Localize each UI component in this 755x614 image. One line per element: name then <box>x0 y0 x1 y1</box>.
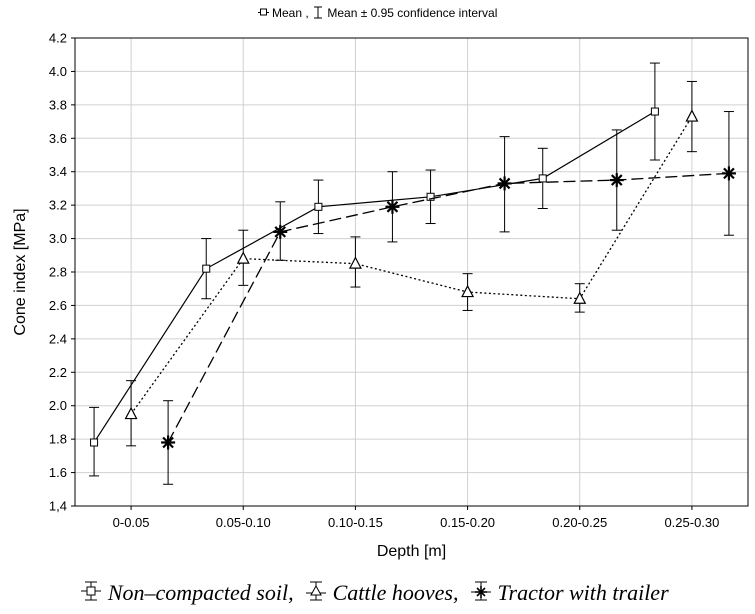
x-tick-label: 0.25-0.30 <box>664 515 719 530</box>
y-tick-label: 1.8 <box>49 432 67 447</box>
data-point-square <box>426 192 435 201</box>
bottom-legend: Non–compacted soil, Cattle hooves, Tract… <box>0 580 755 606</box>
data-point-square <box>314 202 323 211</box>
y-tick-label: 3.0 <box>49 231 67 246</box>
y-tick-label: 3.4 <box>49 164 67 179</box>
data-point-triangle <box>685 109 699 122</box>
series-line-tractor-with-trailer <box>167 172 729 443</box>
x-axis-label: Depth [m] <box>377 543 446 560</box>
x-tick-label: 0.05-0.10 <box>216 515 271 530</box>
y-tick-label: 2.0 <box>49 398 67 413</box>
chart-canvas: 1,4 1.6 1.8 2.0 2.2 2.4 2.6 2.8 3.0 3.2 3.4 3.6 3.8 4… <box>12 31 749 560</box>
asterisk-stroke <box>723 167 735 180</box>
asterisk-stroke <box>386 201 399 213</box>
top-legend-ci-label: Mean ± 0.95 confidence interval <box>327 6 498 20</box>
y-tick-label: 2.4 <box>49 331 67 346</box>
plot-frame <box>74 37 749 507</box>
mean-square-icon <box>257 8 269 16</box>
legend-label-non-compacted-soil: Non–compacted soil, <box>107 580 294 605</box>
data-point-triangle <box>573 291 587 304</box>
data-point-triangle <box>236 251 250 264</box>
legend-item-non-compacted-soil: Non–compacted soil, <box>80 580 299 605</box>
top-legend: Mean , Mean ± 0.95 confidence interval <box>0 6 755 20</box>
y-tick-label: 2.6 <box>49 298 67 313</box>
data-point-asterisk <box>161 435 176 450</box>
data-point-asterisk <box>497 176 512 191</box>
x-tick-label: 0-0.05 <box>113 515 150 530</box>
data-point-square <box>538 174 547 183</box>
y-tick-label: 4.0 <box>49 64 67 79</box>
confidence-interval-icon <box>314 6 322 19</box>
data-point-square <box>650 107 659 116</box>
legend-item-tractor-with-trailer: Tractor with trailer <box>470 580 669 605</box>
series-line-non-compacted-soil <box>93 111 656 443</box>
y-tick-label: 2.2 <box>49 365 67 380</box>
y-tick-label: 1.6 <box>49 465 67 480</box>
x-tick-label: 0.10-0.15 <box>328 515 383 530</box>
legend-triangle-marker-icon <box>306 581 327 601</box>
legend-item-cattle-hooves: Cattle hooves, <box>305 580 464 605</box>
y-tick-label: 4.2 <box>49 31 67 46</box>
data-point-square <box>90 438 99 447</box>
y-axis-label: Cone index [MPa] <box>12 208 29 335</box>
x-tick-label: 0.15-0.20 <box>440 515 495 530</box>
legend-square-marker-icon <box>81 581 102 601</box>
data-point-square <box>202 264 211 273</box>
y-tick-label: 3.8 <box>49 97 67 112</box>
asterisk-stroke <box>498 177 511 190</box>
legend-label-cattle-hooves: Cattle hooves, <box>332 580 459 605</box>
legend-label-tractor-with-trailer: Tractor with trailer <box>497 580 669 605</box>
data-point-asterisk <box>609 173 624 188</box>
y-tick-label: 3.6 <box>49 131 67 146</box>
data-point-triangle <box>348 256 362 269</box>
y-tick-label: 2.8 <box>49 265 67 280</box>
legend-asterisk-marker-icon <box>470 581 491 601</box>
y-tick-label: 3.2 <box>49 198 67 213</box>
data-point-triangle <box>124 406 138 420</box>
data-point-triangle <box>461 284 475 298</box>
asterisk-stroke <box>610 174 623 186</box>
y-tick-label: 1,4 <box>49 499 67 514</box>
data-point-asterisk <box>273 224 288 239</box>
asterisk-stroke <box>162 436 174 449</box>
data-point-asterisk <box>385 199 400 214</box>
data-point-asterisk <box>721 166 736 181</box>
top-legend-mean-label: Mean , <box>271 6 309 20</box>
series-line-cattle-hooves <box>130 116 693 415</box>
x-tick-label: 0.20-0.25 <box>552 515 607 530</box>
asterisk-stroke <box>274 226 287 238</box>
